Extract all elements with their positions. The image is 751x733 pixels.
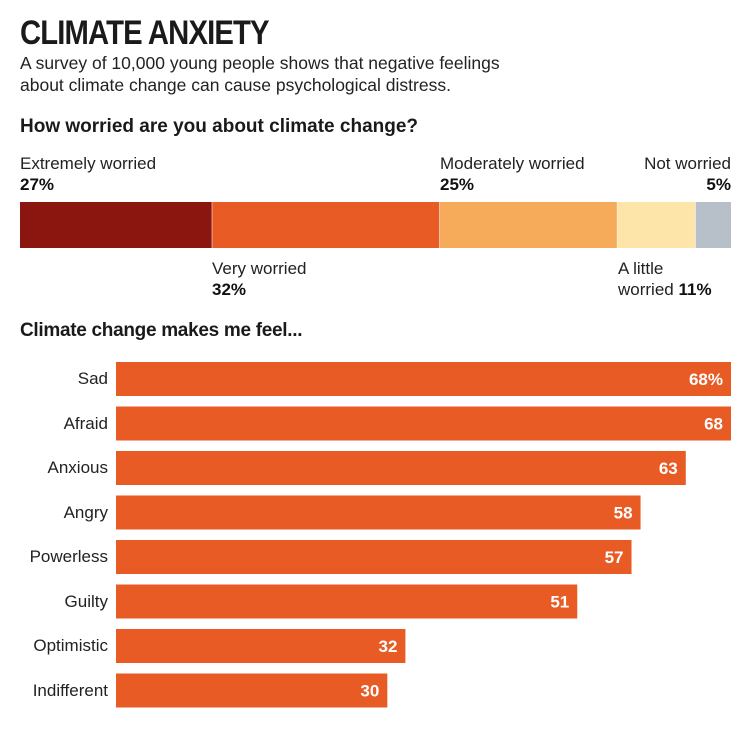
bar-afraid [116,406,731,441]
bar-optimistic [116,629,406,663]
bar-value-label: 58 [614,504,633,523]
category-label-guilty: Guilty [64,591,108,611]
bar-anxious [116,451,686,485]
bar-angry [116,495,641,530]
segment-label-not-worried: Not worried 5% [644,153,731,195]
bar-value-label: 63 [659,459,678,478]
bar-value-label: 30 [360,682,379,701]
stacked-segment-moderately-worried [439,202,618,248]
category-label-anxious: Anxious [47,458,108,477]
worry-chart-title: How worried are you about climate change… [20,116,419,137]
segment-label-a-little-worried: A little worried 11% [618,258,712,300]
stacked-segment-extremely-worried [20,202,212,248]
bar-value-label: 68 [704,415,723,434]
segment-value: 11% [678,280,712,299]
stacked-segment-a-little-worried [617,202,696,248]
category-label-afraid: Afraid [63,413,108,433]
bar-sad [116,362,731,396]
subtitle-line-2: about climate change can cause psycholog… [20,75,451,95]
feelings-chart-title: Climate change makes me feel... [20,320,303,341]
category-label-optimistic: Optimistic [33,636,108,655]
chart-subtitle: A survey of 10,000 young people shows th… [20,52,580,96]
bar-value-label: 57 [605,548,624,567]
segment-label-text: Not worried [644,154,731,173]
segment-value: 27% [20,175,55,194]
segment-label-text: A little [618,259,664,278]
bar-value-label: 51 [550,593,569,612]
bar-indifferent [116,673,388,708]
stacked-segment-not-worried [695,202,731,248]
segment-label-text: Extremely worried [20,154,157,173]
chart-title: CLIMATE ANXIETY [20,14,269,52]
feelings-bar-chart: 68% 68 63 58 57 51 32 30 [116,362,731,708]
segment-label-very-worried: Very worried 32% [212,258,306,300]
worry-stacked-bar [20,202,731,248]
category-label-indifferent: Indifferent [32,680,108,700]
subtitle-line-1: A survey of 10,000 young people shows th… [20,53,500,73]
segment-label-text: Very worried [212,259,307,278]
category-label-sad: Sad [77,369,108,388]
segment-label-extremely-worried: Extremely worried 27% [20,153,156,195]
category-label-angry: Angry [63,502,108,522]
category-label-powerless: Powerless [29,547,108,566]
stacked-segment-very-worried [211,202,440,248]
segment-label-text: Moderately worried [440,154,585,173]
segment-label-text-2: worried [618,280,674,299]
segment-value: 32% [212,280,247,299]
segment-value: 5% [706,175,731,194]
segment-value: 25% [440,175,475,194]
bar-powerless [116,540,632,574]
segment-label-moderately-worried: Moderately worried 25% [440,153,585,195]
bar-guilty [116,584,578,619]
bar-value-label: 68% [689,370,723,389]
bar-value-label: 32 [378,637,397,656]
